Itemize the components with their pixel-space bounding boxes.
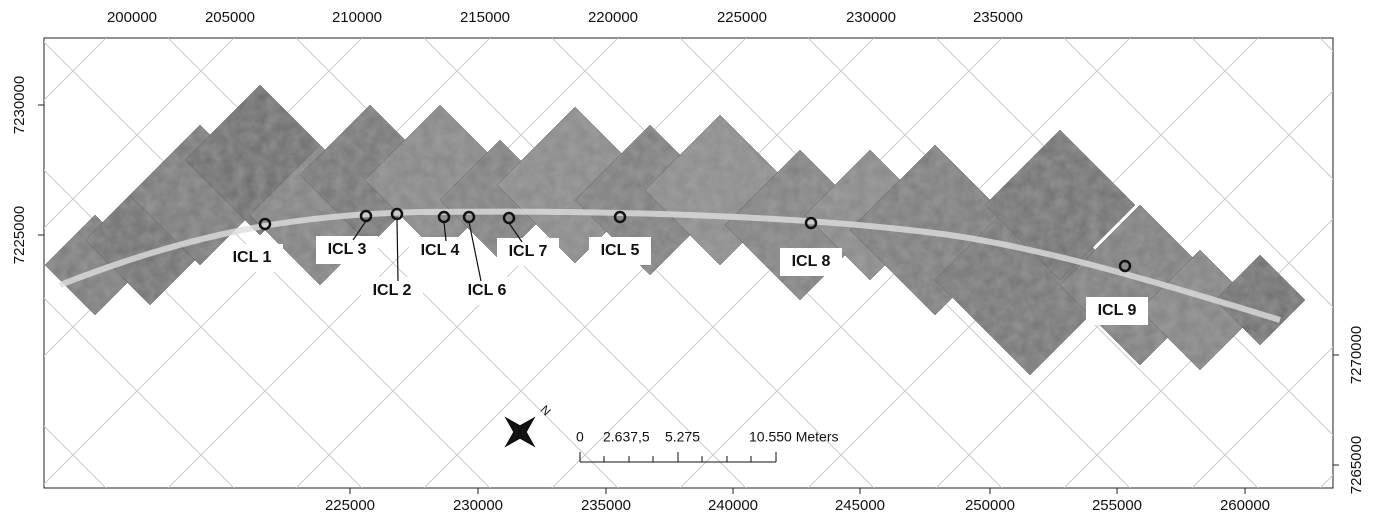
top-tick-label: 220000 [588, 9, 638, 26]
top-tick-label: 225000 [717, 9, 767, 26]
site-label: ICL 4 [421, 242, 460, 259]
site-label: ICL 2 [373, 282, 412, 299]
scale-label: 0 [576, 429, 584, 445]
top-tick-label: 205000 [205, 9, 255, 26]
right-tick-label: 7270000 [1348, 326, 1365, 384]
site-label: ICL 3 [328, 241, 367, 258]
left-tick-label: 7225000 [11, 206, 28, 264]
map: ICL 1 ICL 3 ICL 2 ICL 4 ICL 6 ICL 7 ICL 5 ICL 8… [0, 0, 1377, 517]
bottom-tick-label: 235000 [581, 497, 631, 514]
site-label: ICL 1 [233, 249, 272, 266]
site-label: ICL 8 [792, 253, 831, 270]
top-tick-label: 230000 [846, 9, 896, 26]
top-tick-label: 215000 [460, 9, 510, 26]
bottom-tick-label: 250000 [965, 497, 1015, 514]
site-label: ICL 7 [509, 243, 548, 260]
site-label: ICL 5 [601, 242, 640, 259]
bottom-tick-label: 255000 [1092, 497, 1142, 514]
top-tick-label: 200000 [107, 9, 157, 26]
left-tick-label: 7230000 [11, 76, 28, 134]
scale-label: 5.275 [665, 429, 700, 445]
site-label: ICL 6 [468, 282, 507, 299]
bottom-tick-label: 240000 [708, 497, 758, 514]
scale-label: 2.637,5 [603, 429, 650, 445]
scale-label: 10.550 Meters [749, 429, 839, 445]
top-tick-label: 210000 [332, 9, 382, 26]
bottom-tick-label: 225000 [325, 497, 375, 514]
bottom-tick-label: 260000 [1220, 497, 1270, 514]
bottom-tick-label: 230000 [453, 497, 503, 514]
site-label: ICL 9 [1098, 302, 1137, 319]
top-tick-label: 235000 [973, 9, 1023, 26]
bottom-tick-label: 245000 [835, 497, 885, 514]
right-tick-label: 7265000 [1348, 436, 1365, 494]
